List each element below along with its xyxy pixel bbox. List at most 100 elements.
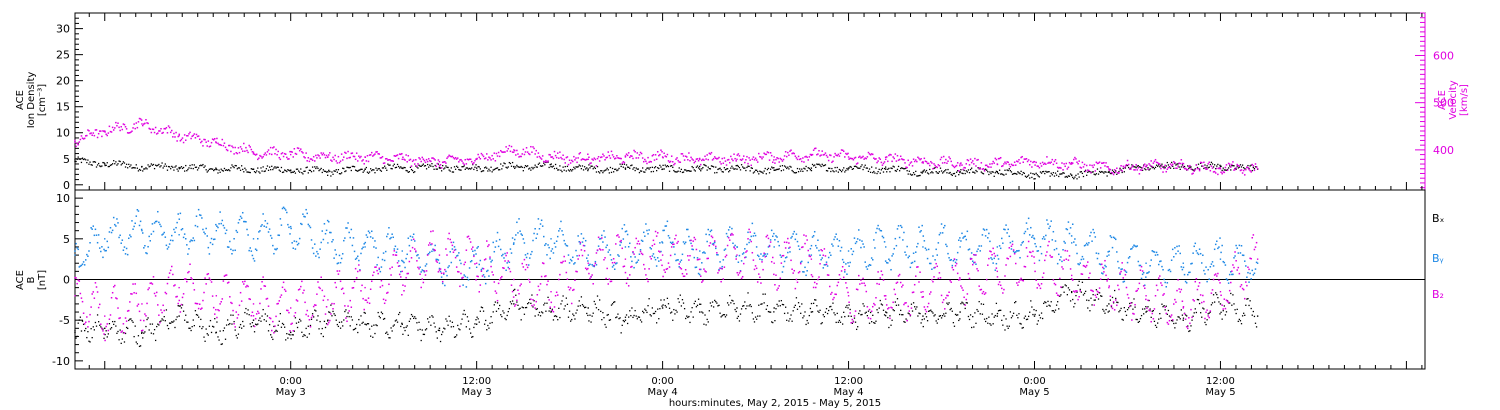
by-dot [192,237,195,239]
bx-dot [383,317,386,320]
density-dot [508,161,511,164]
bx-dot [604,323,606,326]
bz-dot [284,290,287,292]
by-dot [984,235,987,237]
by-point [550,238,552,240]
bx-dot [1040,312,1043,314]
bz-dot [268,317,271,319]
by-dot [851,253,854,256]
velocity-dot [820,154,822,156]
velocity-dot [128,132,130,134]
by-dot [593,265,596,268]
bx-dot [1254,322,1257,324]
velocity-dot [676,157,678,159]
by-dot [145,252,147,254]
velocity-dot [350,152,353,155]
by-dot [218,223,220,225]
density-dot [1054,172,1057,174]
density-point [104,163,106,165]
velocity-dot [1205,168,1207,171]
density-dot [655,169,658,172]
density-dot [717,168,719,171]
density-dot [424,164,427,167]
bz-dot [161,311,163,314]
velocity-dot [373,154,375,156]
bz-dot [373,271,375,274]
by-dot [997,258,1000,260]
bz-dot [149,282,152,285]
by-dot [683,242,686,245]
by-dot [78,266,81,268]
by-dot [946,245,948,248]
by-dot [326,219,329,222]
bx-dot [531,294,533,296]
velocity-dot [1178,162,1180,164]
by-dot [1239,252,1242,254]
density-dot [430,165,432,167]
bx-dot [1017,317,1019,319]
velocity-dot [543,160,545,163]
bx-dot [847,307,849,309]
by-dot [647,233,649,235]
density-dot [174,166,176,168]
velocity-dot [1014,164,1017,166]
density-dot [251,168,254,170]
density-dot [463,165,465,167]
velocity-dot [1166,168,1169,170]
density-dot [746,166,748,169]
bx-dot [410,313,413,316]
bx-dot [748,305,750,307]
bz-dot [93,297,96,299]
by-dot [100,250,102,253]
by-dot [201,217,203,219]
velocity-dot [689,159,691,162]
velocity-dot [873,157,875,159]
density-dot [891,167,893,170]
density-dot [1243,167,1245,169]
velocity-dot [664,155,666,157]
by-dot [831,243,833,245]
velocity-dot [335,160,338,162]
bx-dot [271,336,273,338]
by-dot [204,233,206,235]
bx-dot [248,314,250,316]
bz-dot [270,329,273,332]
bx-dot [708,310,710,312]
by-dot [925,249,928,251]
by-dot [226,246,229,248]
bx-dot [1234,309,1236,311]
bx-dot [783,312,786,315]
density-dot [236,168,238,170]
velocity-dot [1241,172,1244,174]
velocity-dot [240,148,243,150]
bx-dot [581,303,584,306]
density-dot [699,165,701,168]
density-dot [261,170,263,172]
velocity-dot [1083,163,1086,166]
bx-dot [250,325,252,328]
by-dot [875,231,877,234]
density-dot [417,167,419,169]
density-dot [967,169,970,171]
by-dot [346,227,348,229]
velocity-dot [306,160,308,162]
by-dot [230,248,232,251]
bx-dot [358,318,360,321]
density-dot [923,169,926,171]
bx-dot [787,312,789,314]
by-dot [995,262,998,265]
by-dot [799,261,802,264]
bx-dot [821,322,823,324]
by-dot [111,229,114,232]
by-dot [1234,255,1236,257]
by-dot [958,239,960,241]
velocity-dot [554,154,557,157]
bx-dot [1080,291,1082,293]
density-dot [360,168,362,170]
density-dot [894,169,896,172]
density-dot [78,158,80,160]
by-dot [950,258,952,261]
by-dot [899,224,902,227]
by-dot [1148,271,1150,273]
bx-dot [1240,323,1243,325]
